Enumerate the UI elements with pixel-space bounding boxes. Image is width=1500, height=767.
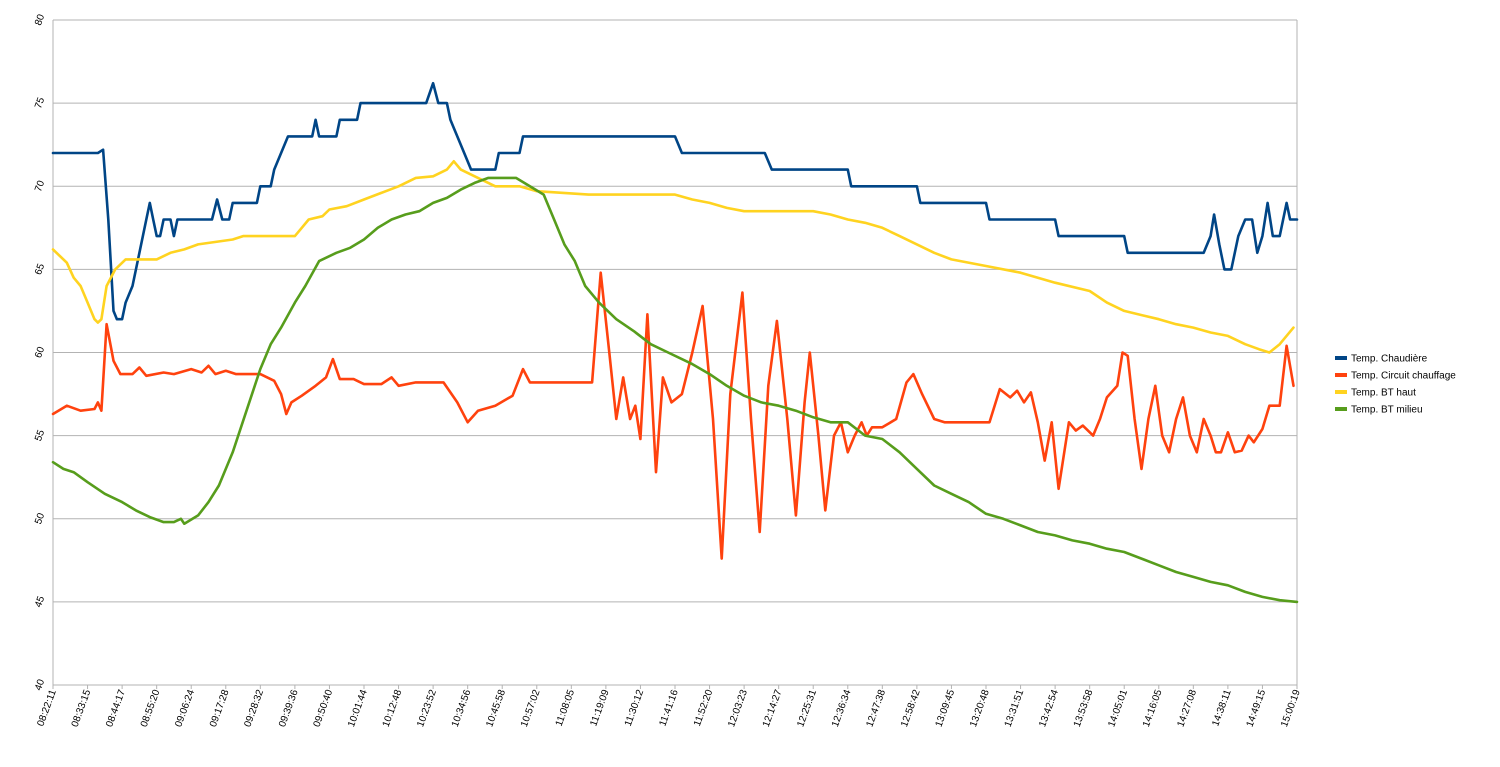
series-line-3 — [51, 176, 1299, 604]
series-line-0 — [51, 81, 1299, 321]
x-tick-label: 14:16:05 — [1141, 688, 1165, 729]
legend-label: Temp. BT haut — [1351, 388, 1416, 399]
x-tick-label: 12:47:38 — [864, 688, 888, 729]
x-tick-label: 09:50:40 — [312, 688, 336, 729]
x-tick-label: 14:38:11 — [1210, 688, 1234, 728]
legend: Temp. Chaudière Temp. Circuit chauffage Te… — [1335, 354, 1456, 416]
y-tick-label: 60 — [33, 345, 47, 360]
x-tick-label: 12:58:42 — [899, 688, 923, 729]
legend-label: Temp. BT milieu — [1351, 405, 1423, 416]
y-tick-label: 65 — [33, 262, 47, 277]
x-tick-label: 10:01:44 — [346, 688, 370, 729]
x-tick-label: 11:08:05 — [554, 688, 578, 728]
x-tick-label: 09:17:28 — [208, 688, 232, 729]
x-tick-label: 09:39:36 — [277, 688, 301, 729]
series-lines — [51, 81, 1299, 604]
series-line-1 — [51, 271, 1295, 560]
x-tick-label: 12:14:27 — [761, 688, 785, 729]
legend-swatch — [1335, 407, 1347, 411]
x-tick-label: 14:27:08 — [1175, 688, 1199, 729]
x-tick-label: 10:23:52 — [415, 688, 439, 729]
x-tick-label: 10:57:02 — [519, 688, 543, 729]
x-tick-label: 13:31:51 — [1003, 688, 1027, 729]
x-tick-label: 13:53:58 — [1072, 688, 1096, 729]
legend-swatch — [1335, 373, 1347, 377]
y-tick-label: 80 — [33, 13, 47, 28]
x-tick-label: 11:19:09 — [588, 688, 612, 728]
y-tick-label: 55 — [33, 428, 47, 443]
y-axis-tick-labels: 40 45 50 55 60 65 70 75 80 — [33, 13, 47, 693]
horizontal-gridlines — [53, 19, 1297, 686]
x-axis-tick-labels: 08:22:11 08:33:15 08:44:17 08:55:20 09:06:24… — [35, 685, 1303, 729]
x-tick-label: 13:20:48 — [968, 688, 992, 729]
x-tick-label: 14:49:15 — [1245, 688, 1269, 729]
x-tick-label: 08:22:11 — [35, 688, 59, 728]
x-tick-label: 13:42:54 — [1037, 688, 1061, 729]
y-tick-label: 70 — [33, 179, 47, 194]
x-tick-label: 08:55:20 — [139, 688, 163, 729]
x-tick-label: 14:05:01 — [1106, 688, 1130, 729]
legend-label: Temp. Chaudière — [1351, 354, 1428, 365]
x-tick-label: 10:12:48 — [381, 688, 405, 729]
x-tick-label: 11:30:12 — [623, 688, 647, 728]
series-line-2 — [51, 160, 1295, 354]
x-tick-label: 12:36:34 — [830, 688, 854, 729]
x-tick-label: 10:34:56 — [450, 688, 474, 729]
y-tick-label: 50 — [33, 511, 47, 526]
x-tick-label: 08:33:15 — [70, 688, 94, 729]
y-tick-label: 75 — [33, 96, 47, 111]
y-tick-label: 40 — [33, 678, 47, 693]
y-tick-label: 45 — [33, 594, 47, 609]
x-tick-label: 12:25:31 — [795, 688, 819, 729]
legend-swatch — [1335, 356, 1347, 360]
legend-label: Temp. Circuit chauffage — [1351, 371, 1456, 382]
legend-swatch — [1335, 390, 1347, 394]
x-tick-label: 13:09:45 — [934, 688, 958, 729]
x-tick-label: 09:06:24 — [173, 688, 197, 729]
x-tick-label: 08:44:17 — [104, 688, 128, 729]
x-tick-label: 15:00:19 — [1279, 688, 1303, 729]
x-tick-label: 09:28:32 — [242, 688, 266, 729]
x-tick-label: 11:52:20 — [692, 688, 716, 728]
x-tick-label: 10:45:58 — [484, 688, 508, 729]
x-tick-label: 11:41:16 — [657, 688, 681, 728]
x-tick-label: 12:03:23 — [726, 688, 750, 729]
